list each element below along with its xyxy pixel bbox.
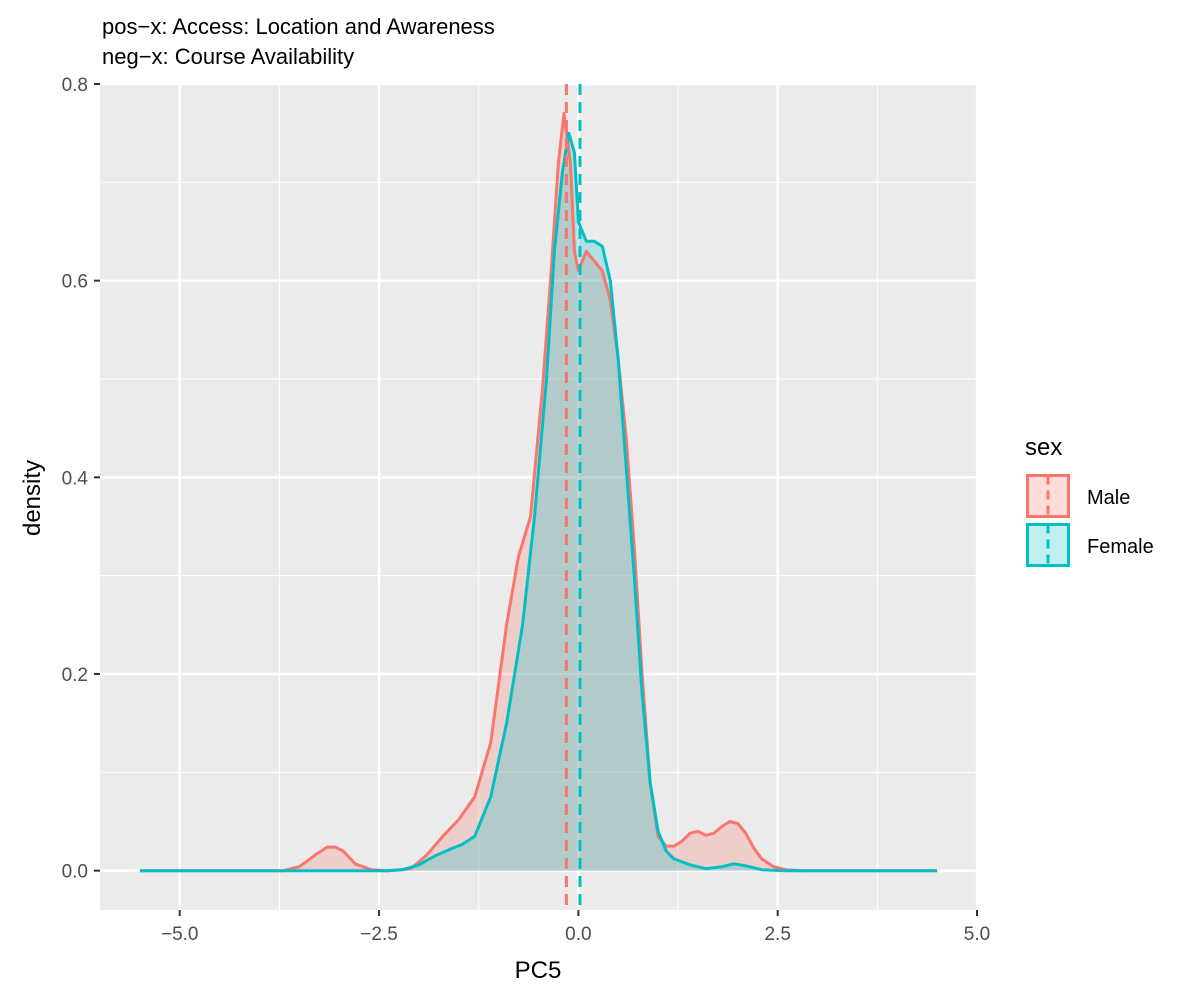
chart-subtitle: neg−x: Course Availability <box>102 44 354 69</box>
x-tick-label: 2.5 <box>764 924 790 945</box>
mean-lines <box>564 84 582 910</box>
x-tick-label: −5.0 <box>161 924 199 945</box>
legend-item-female: Female <box>1026 523 1154 567</box>
minor-gridlines <box>100 84 977 910</box>
x-axis-title: PC5 <box>515 957 562 984</box>
male-density-area <box>139 113 938 871</box>
legend-item-male: Male <box>1026 474 1130 518</box>
x-axis: −5.0 −2.5 0.0 2.5 5.0 <box>161 910 990 945</box>
y-tick-label: 0.6 <box>62 272 88 293</box>
x-tick-label: 0.0 <box>565 924 591 945</box>
legend-label-female: Female <box>1087 536 1154 558</box>
legend: sex Male Female <box>1025 434 1154 567</box>
female-density-line <box>139 131 938 873</box>
legend-label-male: Male <box>1087 487 1130 509</box>
legend-items: Male Female <box>1026 474 1154 567</box>
y-tick-label: 0.4 <box>62 468 89 489</box>
y-tick-label: 0.0 <box>62 862 88 883</box>
density-fills <box>139 113 938 871</box>
y-axis: 0.0 0.2 0.4 0.6 0.8 <box>62 75 100 883</box>
y-axis-title: density <box>19 460 46 536</box>
x-tick-label: 5.0 <box>964 924 990 945</box>
x-tick-label: −2.5 <box>360 924 398 945</box>
female-density-area <box>139 133 938 871</box>
chart-title: pos−x: Access: Location and Awareness <box>102 14 495 39</box>
y-tick-label: 0.8 <box>62 75 88 96</box>
major-gridlines <box>100 82 979 910</box>
legend-title: sex <box>1025 434 1062 461</box>
y-tick-label: 0.2 <box>62 665 88 686</box>
density-lines <box>139 112 938 873</box>
